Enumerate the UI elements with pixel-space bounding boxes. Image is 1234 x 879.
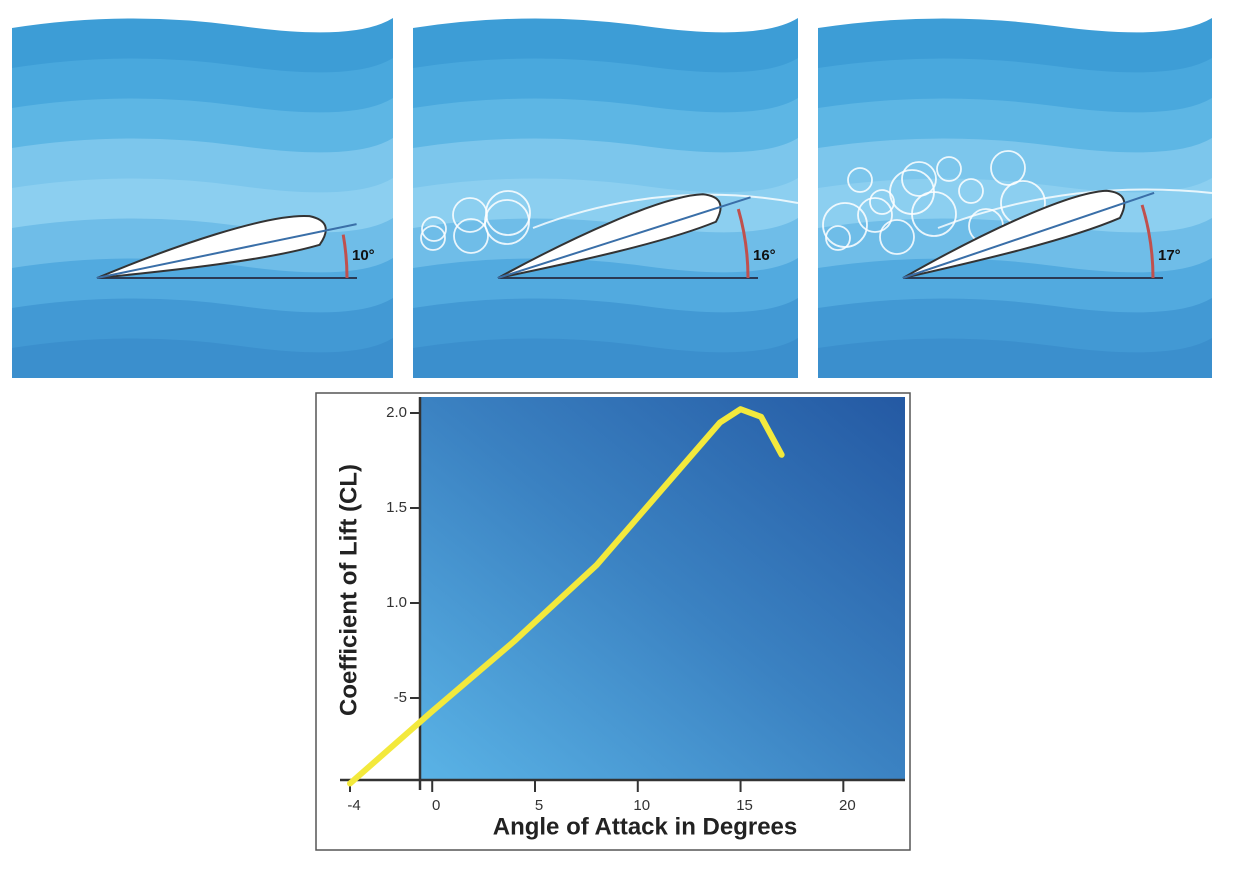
turbulence: [857, 197, 893, 233]
wave-band: [818, 338, 1212, 378]
angle-label: 16°: [753, 247, 776, 264]
turbulence: [420, 225, 446, 251]
turbulence: [485, 190, 531, 236]
airfoil: [96, 215, 357, 279]
y-tick-label: 1.0: [386, 594, 407, 611]
wave-band: [12, 338, 393, 378]
turbulence: [869, 189, 895, 215]
wake-line: [532, 193, 799, 229]
y-axis-label: Coefficient of Lift (CL): [335, 464, 362, 716]
airfoil: [902, 189, 1155, 279]
chord-line: [497, 196, 751, 279]
turbulence: [847, 167, 873, 193]
x-tick-label: -4: [347, 797, 360, 814]
angle-arc: [736, 208, 750, 279]
turbulence: [453, 218, 489, 254]
y-tick-label: 1.5: [386, 499, 407, 516]
x-tick-label: 0: [432, 797, 440, 814]
turbulence: [879, 219, 915, 255]
airfoil-shape: [497, 193, 722, 279]
turbulence: [822, 202, 868, 248]
plot-area: [420, 397, 905, 780]
chord-line: [96, 223, 357, 279]
panel: 17°: [818, 18, 1213, 378]
illustrations: 10° 16° 17°: [12, 18, 1213, 378]
turbulence: [911, 191, 957, 237]
angle-label: 17°: [1158, 247, 1181, 264]
turbulence: [990, 150, 1026, 186]
turbulence: [421, 216, 447, 242]
x-tick-label: 20: [839, 797, 856, 814]
turbulence: [936, 156, 962, 182]
panel: 16°: [413, 18, 799, 378]
turbulence: [901, 161, 937, 197]
angle-arc: [341, 234, 349, 279]
angle-arc: [1140, 204, 1155, 279]
airfoil-shape: [902, 189, 1126, 279]
chord-line: [902, 191, 1155, 279]
wake-line: [937, 188, 1213, 229]
airfoil: [497, 193, 751, 279]
y-tick-label: -5: [394, 689, 407, 706]
x-tick-label: 10: [633, 797, 650, 814]
x-axis-label: Angle of Attack in Degrees: [493, 813, 798, 840]
angle-label: 10°: [352, 247, 375, 264]
data-line: [347, 406, 785, 787]
y-tick-label: 2.0: [386, 404, 407, 421]
panel: 10°: [12, 18, 393, 378]
turbulence: [825, 225, 851, 251]
x-tick-label: 5: [535, 797, 543, 814]
turbulence: [958, 178, 984, 204]
airfoil-shape: [96, 215, 327, 279]
x-tick-label: 15: [736, 797, 753, 814]
wave-band: [413, 338, 798, 378]
